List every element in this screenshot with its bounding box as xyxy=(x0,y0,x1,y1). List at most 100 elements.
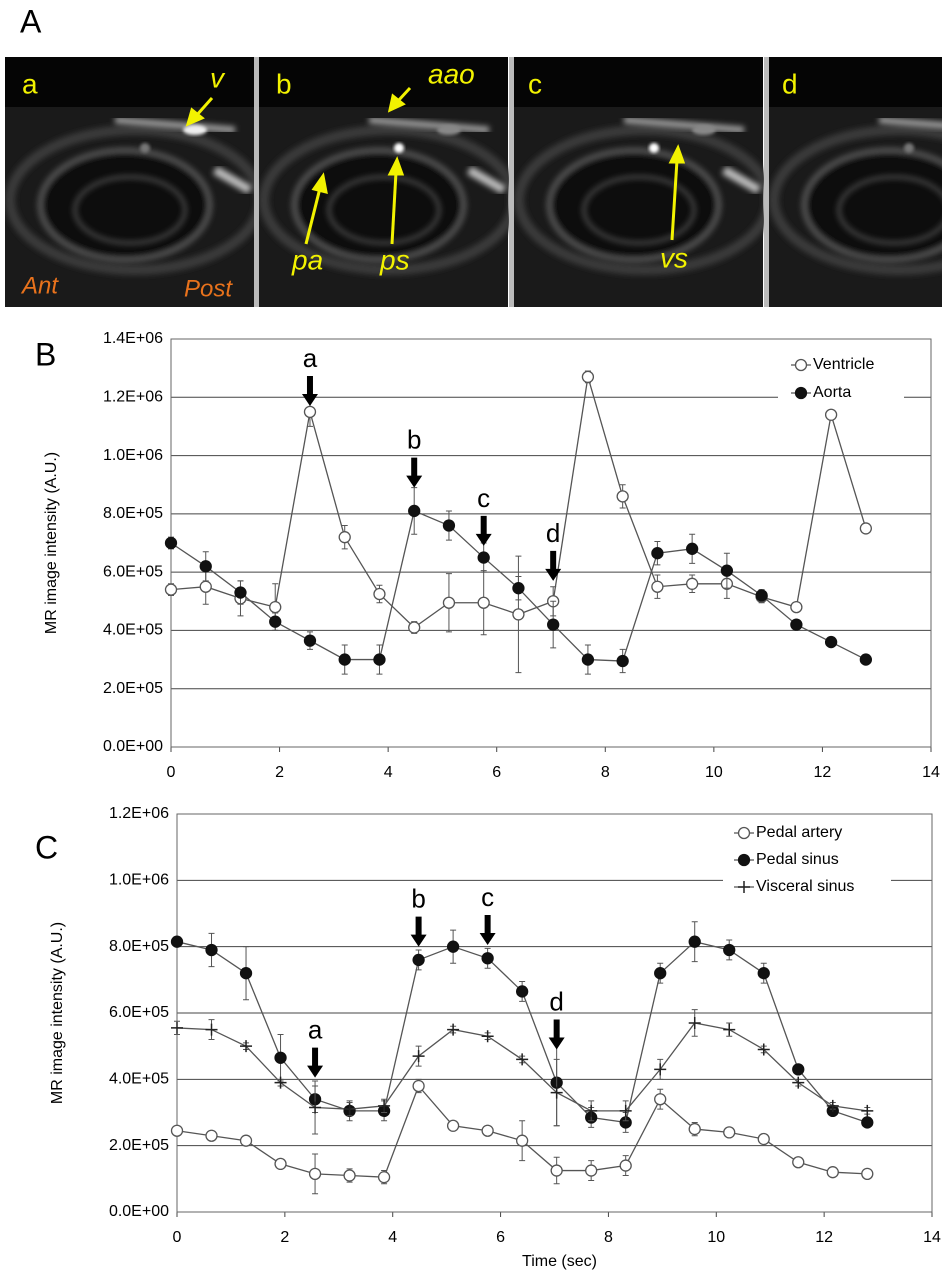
data-point xyxy=(481,1124,494,1137)
legend-label: Visceral sinus xyxy=(756,878,854,895)
annotation: pa xyxy=(291,244,323,275)
annotation-label: c xyxy=(477,483,490,513)
data-point xyxy=(654,1093,667,1106)
y-tick-label: 0.0E+00 xyxy=(109,1203,169,1220)
heart-inner xyxy=(837,175,942,245)
y-tick-label: 1.0E+06 xyxy=(109,872,169,889)
data-point xyxy=(585,1104,598,1117)
body-outline xyxy=(769,125,942,275)
bright-spot xyxy=(692,125,716,135)
data-point xyxy=(274,1051,287,1064)
x-tick-label: 6 xyxy=(492,764,501,781)
mri-frame: d xyxy=(769,57,942,307)
data-point xyxy=(654,967,667,980)
vessel xyxy=(368,116,490,134)
data-point xyxy=(378,1099,391,1112)
data-point xyxy=(269,600,282,614)
data-point xyxy=(755,589,768,602)
annotation-arrow xyxy=(406,457,423,488)
bright-spot xyxy=(649,143,659,153)
annotation-label: d xyxy=(549,986,563,1016)
vessel xyxy=(623,116,745,134)
annotation-label: c xyxy=(481,882,494,912)
annotation: vs xyxy=(660,242,688,273)
annotation-arrow xyxy=(301,376,318,407)
annotation-label: d xyxy=(546,518,560,548)
data-point xyxy=(616,654,629,668)
y-tick-label: 4.0E+05 xyxy=(109,1071,169,1088)
y-tick-label: 8.0E+05 xyxy=(103,505,163,522)
data-point xyxy=(199,560,212,573)
arrow xyxy=(670,159,679,241)
x-tick-label: 12 xyxy=(815,1229,833,1246)
data-point xyxy=(512,582,525,595)
data-point xyxy=(171,1021,183,1034)
x-tick-label: 6 xyxy=(496,1229,505,1246)
bright-spot xyxy=(140,143,150,153)
data-point xyxy=(757,967,770,980)
legend-marker xyxy=(738,881,750,893)
arrow-head xyxy=(387,93,406,113)
x-tick-label: 14 xyxy=(923,1229,941,1246)
image-annotations: v aao pa ps vs Ant Post xyxy=(20,58,688,302)
chart: B MR image intensity (A.U.) 0.0E+00 2.0E+05… xyxy=(35,330,940,781)
data-point xyxy=(373,653,386,666)
vessel xyxy=(114,116,236,134)
data-point xyxy=(373,587,386,601)
arrow xyxy=(390,171,398,245)
data-point xyxy=(408,504,421,518)
data-point xyxy=(826,1099,839,1112)
x-tick-label: 0 xyxy=(167,764,176,781)
x-tick-label: 8 xyxy=(604,1229,613,1246)
legend-marker xyxy=(737,853,751,867)
image-strip: a b c d xyxy=(0,57,942,307)
data-point xyxy=(170,935,184,948)
data-point xyxy=(547,618,560,631)
frame-top xyxy=(514,57,763,107)
x-tick-label: 14 xyxy=(922,764,940,781)
data-point xyxy=(303,634,317,647)
data-point xyxy=(859,653,873,666)
x-tick-label: 10 xyxy=(705,764,723,781)
annotation-arrow xyxy=(479,915,496,946)
frame-top xyxy=(259,57,508,107)
y-axis-title: MR image intensity (A.U.) xyxy=(43,452,60,634)
image-strip-bg-top xyxy=(0,57,5,307)
data-point xyxy=(619,1159,632,1172)
heart xyxy=(801,147,942,263)
y-tick-label: 8.0E+05 xyxy=(109,938,169,955)
annotation-label: b xyxy=(407,425,421,455)
vessel xyxy=(878,116,942,129)
frame-label: d xyxy=(782,68,798,99)
frame-separator xyxy=(764,57,769,307)
data-point xyxy=(688,1016,701,1029)
y-axis-title: MR image intensity (A.U.) xyxy=(49,922,66,1104)
bright-spot xyxy=(437,125,461,135)
frame-label: a xyxy=(22,68,38,99)
data-point xyxy=(550,1164,563,1177)
data-point xyxy=(377,1171,391,1184)
data-point xyxy=(512,608,525,621)
x-tick-label: 8 xyxy=(601,764,610,781)
y-tick-label: 1.4E+06 xyxy=(103,330,163,347)
orientation-label: Post xyxy=(184,275,233,302)
legend-marker xyxy=(794,386,808,400)
chart: C MR image intensity (A.U.) Time (sec) 0.0E… xyxy=(35,805,941,1270)
frame-top xyxy=(769,57,942,107)
y-tick-label: 1.2E+06 xyxy=(103,389,163,406)
annotation-arrow xyxy=(545,550,562,581)
y-tick-label: 1.2E+06 xyxy=(109,805,169,822)
x-tick-label: 10 xyxy=(707,1229,725,1246)
heart-inner xyxy=(327,175,441,245)
data-point xyxy=(477,596,490,609)
x-tick-label: 4 xyxy=(388,1229,397,1246)
heart-inner xyxy=(582,175,696,245)
annotation-arrow xyxy=(410,916,427,947)
annotation-label: b xyxy=(411,884,425,914)
bright-spot xyxy=(394,143,404,153)
data-point xyxy=(516,1053,529,1066)
legend-marker xyxy=(794,358,808,372)
arrow-head xyxy=(185,107,205,127)
data-point xyxy=(826,1166,839,1179)
data-point xyxy=(792,1156,805,1169)
